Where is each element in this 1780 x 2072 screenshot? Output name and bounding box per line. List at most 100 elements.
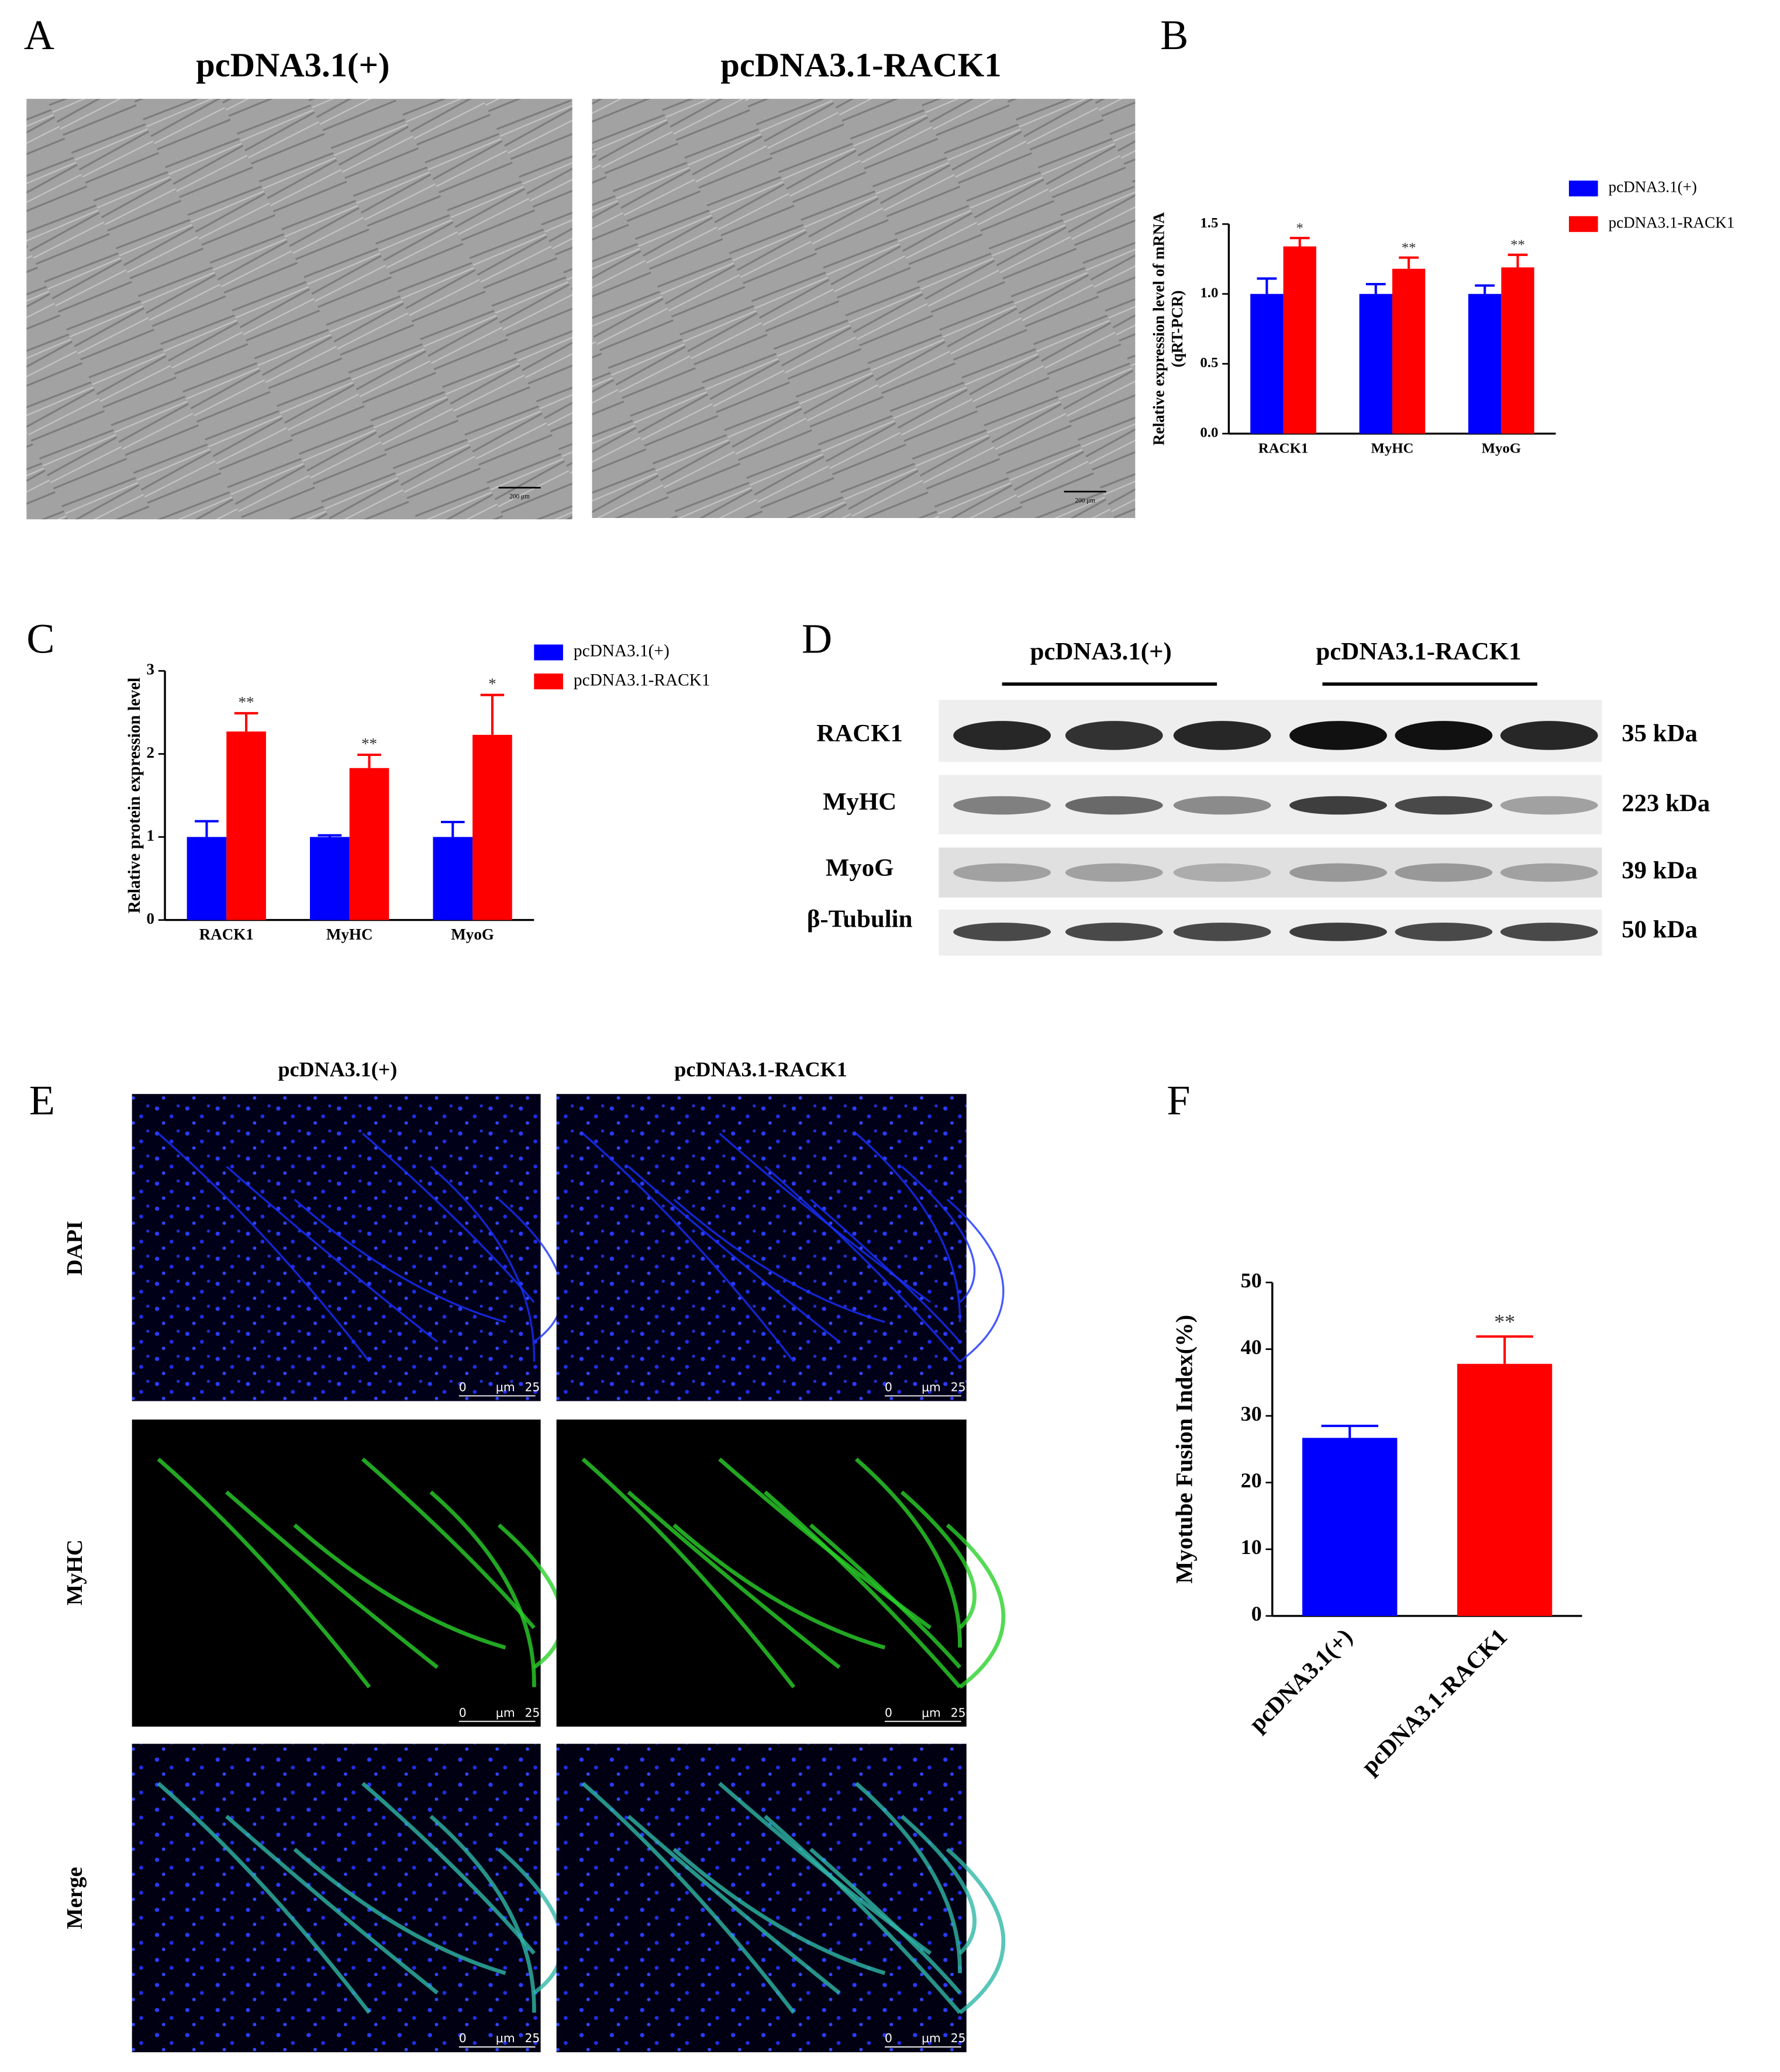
size-label: 39 kDa: [1622, 857, 1698, 884]
panel-label: F: [1167, 1077, 1190, 1124]
legend-label: pcDNA3.1(+): [574, 642, 670, 661]
band: [1395, 923, 1493, 941]
row-label: MyHC: [63, 1539, 87, 1605]
myotube: [946, 1199, 1005, 1363]
myotube: [810, 1199, 961, 1343]
band: [1289, 796, 1387, 815]
myotube: [157, 1458, 371, 1688]
size-label: 35 kDa: [1622, 720, 1698, 747]
significance: **: [239, 693, 254, 711]
column-label: pcDNA3.1(+): [278, 1058, 397, 1081]
myotube: [764, 1815, 962, 2014]
error-bar: [1289, 237, 1310, 247]
scale-text: 0: [885, 2031, 892, 2045]
error-bar: [1321, 1424, 1378, 1438]
myotube: [581, 1458, 796, 1688]
error-bar: [357, 753, 381, 768]
error-bar: [1475, 284, 1495, 294]
row-label: Merge: [63, 1867, 87, 1929]
x-tick-label: MyoG: [1482, 440, 1521, 456]
bar: [1359, 293, 1392, 434]
band: [953, 721, 1051, 750]
bar: [1250, 293, 1284, 434]
group-label: pcDNA3.1-RACK1: [1316, 638, 1522, 665]
bar: [349, 768, 389, 920]
scale-text: μm: [922, 2031, 941, 2045]
scale-text: μm: [922, 1705, 941, 1719]
fluorescence-image: [556, 1094, 967, 1401]
bar: [1392, 268, 1426, 434]
panel-label: E: [29, 1077, 55, 1124]
y-axis-label: Myotube Fusion Index(%): [1171, 1315, 1198, 1584]
legend-label: pcDNA3.1(+): [1609, 178, 1697, 196]
image-title: pcDNA3.1(+): [196, 46, 389, 84]
y-tick-label: 1.5: [1200, 215, 1218, 231]
error-bar: [440, 820, 465, 837]
x-tick-label: RACK1: [1258, 440, 1308, 456]
legend-label: pcDNA3.1-RACK1: [1609, 213, 1735, 231]
error-bar: [195, 820, 219, 837]
myotube: [854, 1458, 962, 1648]
y-tick-label: 0.0: [1200, 424, 1218, 440]
scale-text: 0: [459, 1705, 467, 1719]
group-label: pcDNA3.1(+): [1030, 638, 1172, 665]
fluorescence-image: [556, 1743, 967, 2053]
myotube: [293, 1523, 506, 1650]
bar: [1468, 293, 1502, 434]
bar: [1457, 1363, 1553, 1616]
charts: 0.0 0.5 1.0 1.5 Relative expression level of…: [125, 178, 1734, 1780]
significance: **: [1510, 237, 1525, 253]
size-label: 50 kDa: [1622, 916, 1698, 944]
bar: [433, 837, 473, 920]
band: [1395, 863, 1493, 882]
y-tick-label: 20: [1241, 1469, 1262, 1492]
panel-label: C: [26, 616, 54, 662]
row-label: RACK1: [816, 720, 903, 747]
bar: [310, 837, 350, 920]
row-label: MyoG: [826, 854, 894, 882]
phase-image: [592, 99, 1136, 518]
myotube: [429, 1490, 536, 1687]
myotube: [429, 1815, 536, 2013]
significance: **: [1494, 1310, 1515, 1334]
band: [1065, 796, 1163, 815]
myotube: [854, 1781, 962, 1973]
scale-text: 250: [951, 1380, 974, 1394]
myotube: [672, 1523, 886, 1650]
myotube: [855, 1132, 961, 1322]
fluorescence-grid: pcDNA3.1(+) pcDNA3.1-RACK1 DAPI 0 μm 250 0 μm…: [63, 1058, 1006, 2053]
x-tick-label: MyoG: [451, 926, 494, 943]
significance: *: [488, 675, 496, 693]
myotube: [627, 1165, 840, 1343]
error-bar: [480, 693, 505, 735]
y-tick-label: 10: [1241, 1535, 1262, 1559]
band: [1500, 796, 1598, 815]
y-tick-label: 1.0: [1200, 285, 1218, 301]
image-title: pcDNA3.1-RACK1: [720, 46, 1001, 84]
x-tick-label: MyHC: [326, 926, 373, 943]
bar: [1501, 267, 1534, 434]
band: [1395, 721, 1493, 750]
y-axis-label: Relative protein expression level: [125, 678, 144, 913]
myotube: [900, 1490, 977, 1629]
fluorescence-image: [132, 1743, 541, 2053]
myotube: [226, 1165, 439, 1343]
row-label: DAPI: [63, 1221, 87, 1276]
legend-swatch: [534, 674, 563, 690]
y-tick-label: 2: [146, 744, 154, 761]
band: [1065, 923, 1163, 941]
column-label: pcDNA3.1-RACK1: [674, 1058, 847, 1081]
fluorescence-image: [132, 1094, 541, 1401]
scale-text: 250: [951, 2031, 974, 2045]
scale-text: 200 μm: [1075, 497, 1095, 504]
legend-swatch: [1569, 180, 1598, 196]
y-tick-label: 0.5: [1200, 355, 1218, 371]
error-bar: [1257, 277, 1277, 294]
scale-text: 250: [525, 2031, 548, 2045]
myotube: [900, 1815, 977, 1955]
bar: [226, 731, 266, 920]
legend-swatch: [534, 644, 563, 661]
bar: [472, 734, 512, 920]
